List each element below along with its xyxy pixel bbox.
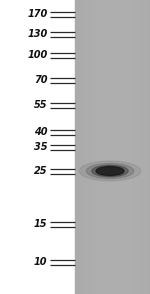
- Text: 100: 100: [27, 50, 48, 60]
- Ellipse shape: [96, 166, 124, 176]
- Text: 15: 15: [34, 219, 48, 229]
- Text: 10: 10: [34, 257, 48, 267]
- Text: 70: 70: [34, 75, 48, 85]
- Bar: [75, 0, 150, 294]
- Text: 55: 55: [34, 100, 48, 110]
- Text: 170: 170: [27, 9, 48, 19]
- Ellipse shape: [86, 163, 134, 179]
- Ellipse shape: [92, 165, 128, 177]
- Text: 130: 130: [27, 29, 48, 39]
- Text: 35: 35: [34, 142, 48, 152]
- Ellipse shape: [79, 161, 141, 181]
- Text: 25: 25: [34, 166, 48, 176]
- Text: 40: 40: [34, 127, 48, 137]
